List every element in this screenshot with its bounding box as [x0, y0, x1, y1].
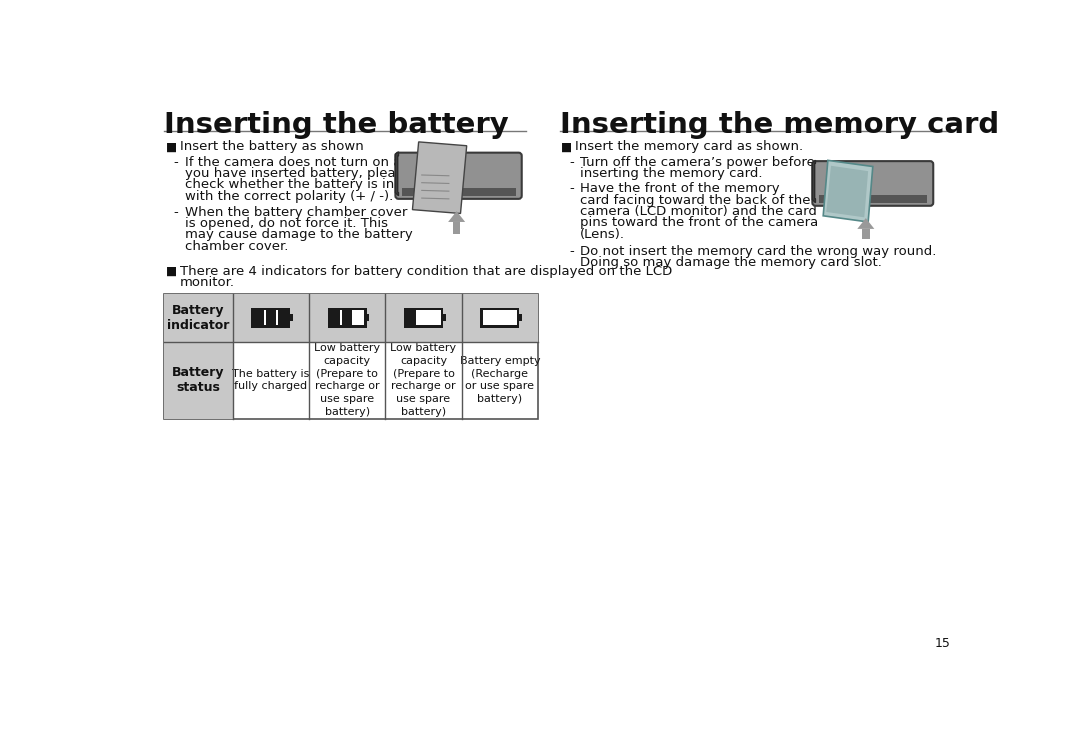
Text: Have the front of the memory: Have the front of the memory — [580, 182, 780, 195]
Bar — [329, 310, 340, 325]
Bar — [406, 310, 441, 325]
Bar — [266, 310, 275, 325]
Text: -: - — [569, 182, 573, 195]
Bar — [453, 222, 460, 234]
Text: Do not insert the memory card the wrong way round.: Do not insert the memory card the wrong … — [580, 245, 936, 258]
Text: Low battery
capacity
(Prepare to
recharge or
use spare
battery): Low battery capacity (Prepare to recharg… — [314, 343, 380, 417]
Text: ■: ■ — [562, 140, 572, 154]
Bar — [342, 310, 352, 325]
Text: There are 4 indicators for battery condition that are displayed on the LCD: There are 4 indicators for battery condi… — [180, 265, 672, 278]
Bar — [164, 294, 538, 419]
Bar — [164, 342, 232, 419]
Bar — [366, 314, 369, 321]
Bar — [481, 307, 519, 327]
Text: Inserting the memory card: Inserting the memory card — [559, 111, 999, 139]
Text: pins toward the front of the camera: pins toward the front of the camera — [580, 216, 819, 229]
Bar — [406, 310, 417, 325]
Text: -: - — [569, 245, 573, 258]
Bar — [254, 310, 264, 325]
Bar — [164, 294, 538, 342]
Bar — [443, 314, 446, 321]
Text: When the battery chamber cover: When the battery chamber cover — [185, 206, 407, 219]
Text: If the camera does not turn on after: If the camera does not turn on after — [185, 156, 424, 169]
Text: Battery
indicator: Battery indicator — [167, 304, 230, 332]
Bar — [519, 314, 522, 321]
Polygon shape — [826, 166, 868, 217]
Bar — [483, 310, 517, 325]
Polygon shape — [858, 218, 875, 229]
Text: inserting the memory card.: inserting the memory card. — [580, 167, 762, 180]
Text: Insert the battery as shown: Insert the battery as shown — [180, 140, 364, 154]
Text: (Lens).: (Lens). — [580, 228, 625, 241]
Text: Inserting the battery: Inserting the battery — [164, 111, 509, 139]
FancyBboxPatch shape — [812, 161, 933, 206]
Bar — [404, 307, 443, 327]
Text: may cause damage to the battery: may cause damage to the battery — [185, 228, 413, 242]
Bar — [291, 314, 293, 321]
Text: -: - — [174, 206, 178, 219]
Text: 15: 15 — [934, 637, 950, 650]
Text: camera (LCD monitor) and the card: camera (LCD monitor) and the card — [580, 205, 816, 218]
Bar — [252, 307, 291, 327]
Bar — [329, 310, 364, 325]
Text: Doing so may damage the memory card slot.: Doing so may damage the memory card slot… — [580, 257, 881, 269]
Text: Turn off the camera’s power before: Turn off the camera’s power before — [580, 156, 814, 169]
Text: The battery is
fully charged: The battery is fully charged — [232, 369, 310, 392]
Text: Battery empty
(Recharge
or use spare
battery): Battery empty (Recharge or use spare bat… — [459, 356, 540, 404]
Text: Battery
status: Battery status — [173, 366, 225, 394]
Text: is opened, do not force it. This: is opened, do not force it. This — [185, 217, 388, 230]
Bar — [402, 188, 515, 195]
Polygon shape — [395, 152, 399, 195]
Polygon shape — [413, 142, 467, 213]
Text: chamber cover.: chamber cover. — [185, 239, 288, 253]
Polygon shape — [812, 160, 815, 203]
Bar — [819, 195, 927, 203]
Text: with the correct polarity (+ / -).: with the correct polarity (+ / -). — [185, 189, 393, 203]
Text: ■: ■ — [166, 140, 177, 154]
Polygon shape — [823, 160, 873, 222]
Text: -: - — [569, 156, 573, 169]
FancyBboxPatch shape — [395, 153, 522, 199]
Polygon shape — [448, 211, 465, 222]
Text: Insert the memory card as shown.: Insert the memory card as shown. — [576, 140, 804, 154]
Bar — [278, 310, 288, 325]
Bar — [254, 310, 288, 325]
Text: check whether the battery is inserted: check whether the battery is inserted — [185, 178, 436, 192]
Text: monitor.: monitor. — [180, 276, 235, 289]
Bar — [328, 307, 366, 327]
Text: card facing toward the back of the: card facing toward the back of the — [580, 194, 810, 207]
Text: -: - — [174, 156, 178, 169]
Text: you have inserted battery, please: you have inserted battery, please — [185, 167, 410, 180]
Text: Low battery
capacity
(Prepare to
recharge or
use spare
battery): Low battery capacity (Prepare to recharg… — [391, 343, 457, 417]
Bar — [862, 229, 869, 239]
Text: ■: ■ — [166, 265, 177, 278]
